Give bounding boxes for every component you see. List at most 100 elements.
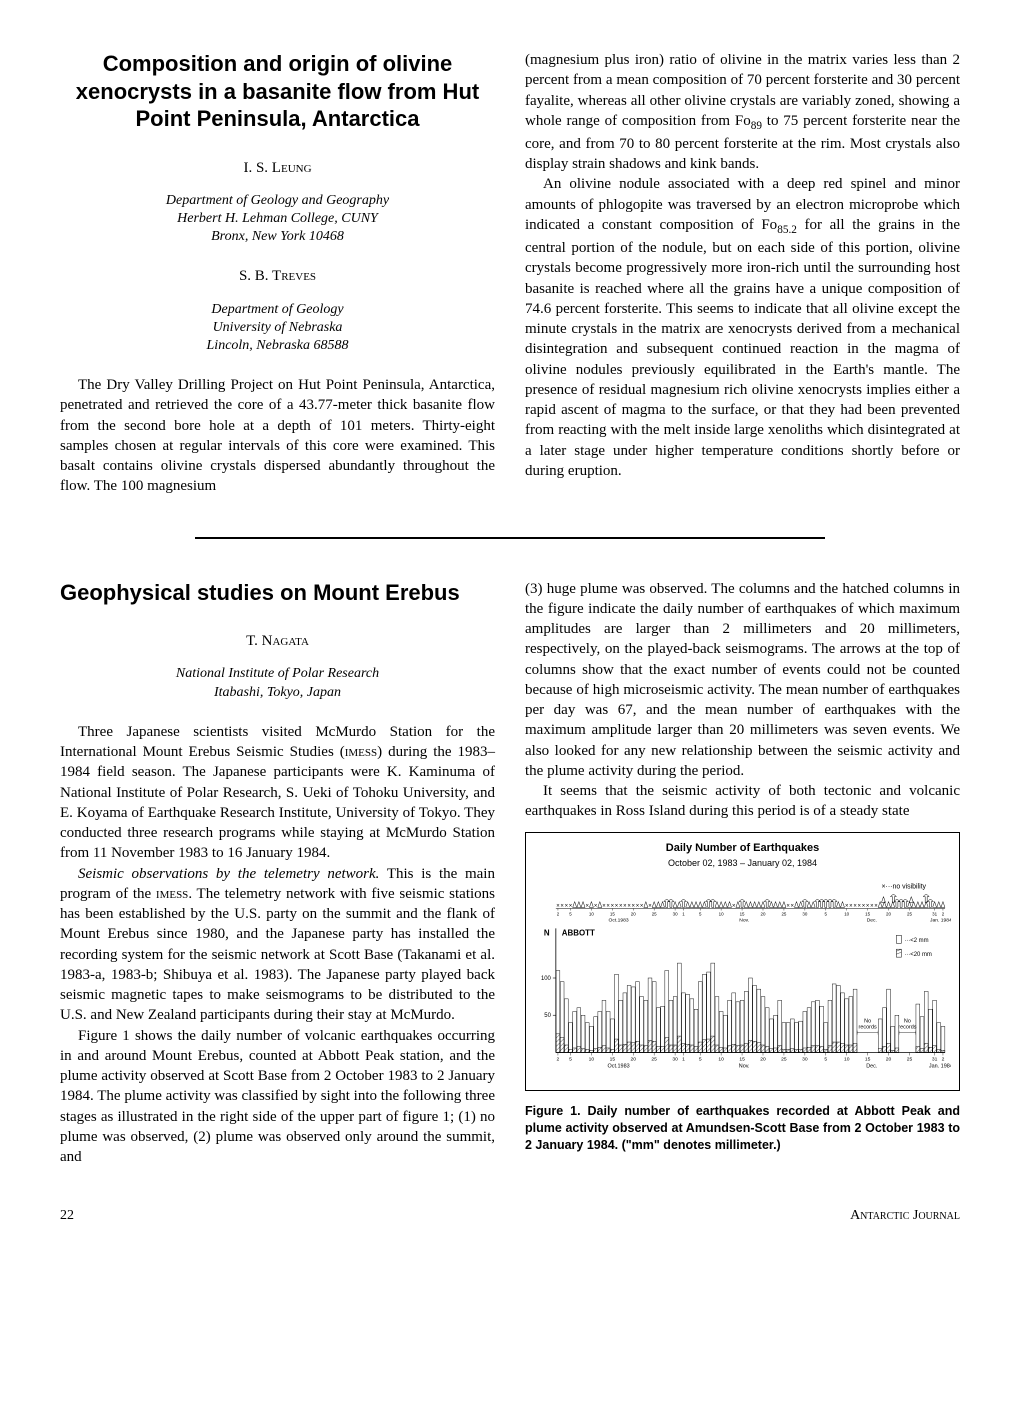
svg-text:25: 25 bbox=[907, 911, 912, 916]
svg-text:×: × bbox=[569, 903, 573, 909]
svg-text:5: 5 bbox=[569, 911, 572, 916]
svg-text:15: 15 bbox=[865, 911, 870, 916]
svg-text:30: 30 bbox=[672, 1056, 678, 1062]
svg-text:···<2 mm: ···<2 mm bbox=[904, 938, 928, 944]
svg-text:31: 31 bbox=[932, 911, 937, 916]
article-1-para3: An olivine nodule associated with a deep… bbox=[525, 174, 960, 481]
svg-text:Jan. 1984: Jan. 1984 bbox=[929, 1063, 951, 1069]
svg-text:1: 1 bbox=[682, 911, 685, 916]
svg-text:2: 2 bbox=[942, 911, 945, 916]
svg-text:20: 20 bbox=[886, 911, 891, 916]
article-2: Geophysical studies on Mount Erebus T. N… bbox=[60, 579, 960, 1168]
affil2-line3: Lincoln, Nebraska 68588 bbox=[207, 338, 349, 353]
figure-caption: Figure 1. Daily number of earthquakes re… bbox=[525, 1103, 960, 1154]
svg-text:10: 10 bbox=[844, 911, 849, 916]
svg-text:25: 25 bbox=[907, 1056, 913, 1062]
svg-text:15: 15 bbox=[610, 911, 615, 916]
svg-text:Dec.: Dec. bbox=[867, 917, 877, 923]
svg-text:5: 5 bbox=[699, 1056, 702, 1062]
svg-text:15: 15 bbox=[740, 911, 745, 916]
svg-text:10: 10 bbox=[844, 1056, 850, 1062]
para2-head: Seismic observations by the telemetry ne… bbox=[78, 866, 379, 882]
article-1: Composition and origin of olivine xenocr… bbox=[60, 50, 960, 497]
para2-sc: imess bbox=[156, 886, 188, 902]
article-1-para1: The Dry Valley Drilling Project on Hut P… bbox=[60, 375, 495, 497]
divider-rule bbox=[195, 537, 825, 539]
svg-text:25: 25 bbox=[781, 1056, 787, 1062]
svg-text:25: 25 bbox=[651, 1056, 657, 1062]
svg-text:×: × bbox=[648, 903, 652, 909]
svg-text:5: 5 bbox=[825, 911, 828, 916]
article-1-para2: (magnesium plus iron) ratio of olivine i… bbox=[525, 50, 960, 174]
svg-text:5: 5 bbox=[824, 1056, 827, 1062]
affil1-line3: Bronx, New York 10468 bbox=[211, 229, 344, 244]
svg-text:ABBOTT: ABBOTT bbox=[562, 928, 595, 937]
svg-text:1: 1 bbox=[682, 1056, 685, 1062]
earthquake-chart: ×···no visibility×××××××××××××××××××××××… bbox=[534, 878, 951, 1078]
affil1-line1: Department of Geology and Geography bbox=[166, 193, 389, 208]
svg-text:×···no visibility: ×···no visibility bbox=[882, 883, 927, 890]
article-2-author: T. Nagata bbox=[60, 631, 495, 651]
svg-text:Nov.: Nov. bbox=[739, 917, 749, 923]
svg-text:Jan. 1984: Jan. 1984 bbox=[930, 917, 951, 923]
affil2-line1: Department of Geology bbox=[211, 302, 343, 317]
svg-text:10: 10 bbox=[589, 911, 594, 916]
svg-text:2: 2 bbox=[942, 1056, 945, 1062]
svg-text:×: × bbox=[585, 903, 589, 909]
svg-text:10: 10 bbox=[719, 911, 724, 916]
svg-text:5: 5 bbox=[569, 1056, 572, 1062]
svg-text:15: 15 bbox=[865, 1056, 871, 1062]
svg-text:20: 20 bbox=[631, 911, 636, 916]
para2b: . The telemetry network with five seismi… bbox=[60, 886, 495, 1024]
article-2-para4: (3) huge plume was observed. The columns… bbox=[525, 579, 960, 782]
para3-sub: 85.2 bbox=[777, 224, 797, 236]
svg-text:20: 20 bbox=[761, 911, 766, 916]
svg-text:50: 50 bbox=[544, 1013, 551, 1019]
journal-name: Antarctic Journal bbox=[850, 1207, 960, 1226]
svg-text:25: 25 bbox=[652, 911, 657, 916]
para1-sc: imess bbox=[345, 744, 377, 760]
page-footer: 22 Antarctic Journal bbox=[60, 1207, 960, 1226]
affil1-line2: Herbert H. Lehman College, CUNY bbox=[177, 211, 378, 226]
svg-text:100: 100 bbox=[541, 976, 552, 982]
svg-text:10: 10 bbox=[589, 1056, 595, 1062]
svg-text:30: 30 bbox=[802, 1056, 808, 1062]
article-1-columns: Composition and origin of olivine xenocr… bbox=[60, 50, 960, 497]
svg-text:15: 15 bbox=[610, 1056, 616, 1062]
para3b: for all the grains in the central portio… bbox=[525, 217, 960, 479]
svg-text:20: 20 bbox=[631, 1056, 637, 1062]
svg-text:Dec.: Dec. bbox=[866, 1063, 878, 1069]
svg-text:records: records bbox=[859, 1024, 877, 1030]
article-2-para1: Three Japanese scientists visited McMurd… bbox=[60, 722, 495, 864]
svg-text:Nov.: Nov. bbox=[739, 1063, 750, 1069]
article-2-left-col: Geophysical studies on Mount Erebus T. N… bbox=[60, 579, 495, 1168]
article-1-author1: I. S. Leung bbox=[60, 158, 495, 178]
article-1-affil1: Department of Geology and Geography Herb… bbox=[60, 192, 495, 247]
article-2-para3: Figure 1 shows the daily number of volca… bbox=[60, 1026, 495, 1168]
figure-subtitle: October 02, 1983 – January 02, 1984 bbox=[534, 857, 951, 869]
svg-text:15: 15 bbox=[739, 1056, 745, 1062]
svg-text:31: 31 bbox=[932, 1056, 938, 1062]
page-number: 22 bbox=[60, 1207, 74, 1226]
svg-text:25: 25 bbox=[781, 911, 786, 916]
article-2-para2: Seismic observations by the telemetry ne… bbox=[60, 864, 495, 1026]
article-1-author2: S. B. Treves bbox=[60, 266, 495, 286]
svg-text:records: records bbox=[898, 1024, 916, 1030]
svg-text:Oct.1983: Oct.1983 bbox=[609, 917, 629, 923]
svg-text:···<20 mm: ···<20 mm bbox=[904, 952, 932, 958]
affil-line1: National Institute of Polar Research bbox=[176, 666, 379, 681]
svg-text:2: 2 bbox=[557, 1056, 560, 1062]
svg-text:×: × bbox=[640, 903, 644, 909]
article-2-columns: Geophysical studies on Mount Erebus T. N… bbox=[60, 579, 960, 1168]
svg-text:30: 30 bbox=[802, 911, 807, 916]
svg-text:×: × bbox=[732, 903, 736, 909]
svg-text:N: N bbox=[544, 928, 550, 937]
svg-text:Oct.1983: Oct.1983 bbox=[608, 1063, 630, 1069]
article-2-para5: It seems that the seismic activity of bo… bbox=[525, 781, 960, 822]
svg-text:20: 20 bbox=[760, 1056, 766, 1062]
svg-text:×: × bbox=[874, 903, 878, 909]
article-1-left-col: Composition and origin of olivine xenocr… bbox=[60, 50, 495, 497]
affil-line2: Itabashi, Tokyo, Japan bbox=[214, 685, 341, 700]
para2-sub: 89 bbox=[751, 120, 762, 132]
svg-text:2: 2 bbox=[557, 911, 560, 916]
